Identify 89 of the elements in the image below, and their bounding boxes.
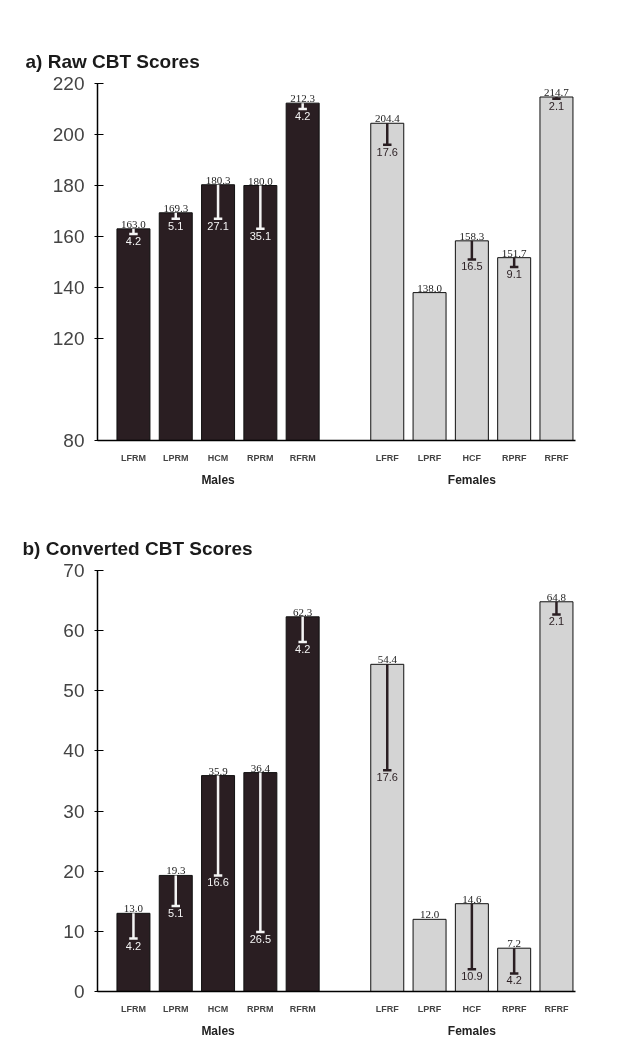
- x-tick-label: LPRM: [163, 452, 189, 463]
- y-tick-label: 10: [63, 920, 85, 942]
- x-tick-label: LPRF: [417, 452, 442, 463]
- x-tick-label: RPRM: [247, 452, 274, 463]
- x-tick-label: LPRF: [417, 1003, 442, 1014]
- bar: [539, 601, 574, 992]
- data-label: 54.4: [377, 653, 398, 666]
- y-tick-label: 220: [52, 73, 85, 94]
- y-tick-label: 60: [63, 620, 85, 642]
- text: Males: [201, 472, 236, 487]
- y-tick-label: 40: [63, 740, 85, 762]
- y-tick-label: 200: [52, 124, 85, 145]
- data-label: 163.0: [121, 217, 147, 230]
- data-label: 214.7: [544, 86, 570, 99]
- data-label: 180.3: [205, 173, 231, 186]
- data-label: 138.0: [417, 281, 443, 294]
- annotation: 16.5: [461, 260, 483, 273]
- data-label: 169.3: [163, 201, 189, 214]
- annotation: 26.5: [249, 932, 272, 945]
- annotation: 2.1: [548, 99, 565, 112]
- x-tick-label: HCF: [462, 452, 482, 463]
- x-tick-label: LPRM: [163, 1003, 189, 1014]
- x-tick-label: HCM: [207, 1003, 229, 1014]
- x-tick-label: HCM: [207, 452, 229, 463]
- bar: [370, 663, 405, 992]
- bar: [243, 772, 278, 992]
- bar: [116, 912, 151, 992]
- x-tick-label: RPRF: [501, 1003, 527, 1014]
- annotation: 5.1: [168, 219, 184, 232]
- data-label: 151.7: [501, 246, 528, 259]
- x-tick-label: LFRM: [120, 452, 146, 463]
- bar: [412, 918, 447, 992]
- x-tick-label: LFRM: [120, 1003, 146, 1014]
- y-tick-label: 80: [63, 430, 85, 451]
- annotation: 17.6: [376, 145, 398, 158]
- annotation: 5.1: [168, 907, 184, 920]
- data-label: 14.6: [462, 892, 482, 905]
- y-tick-label: 30: [63, 800, 85, 822]
- data-label: 7.2: [507, 937, 522, 950]
- annotation: 16.6: [207, 876, 229, 889]
- chart-title: a) Raw CBT Scores: [25, 50, 200, 72]
- x-tick-label: HCF: [462, 1003, 482, 1014]
- y-tick-label: 0: [73, 981, 85, 1002]
- bar: [285, 616, 320, 992]
- y-tick-label: 20: [63, 860, 85, 882]
- bar: [497, 947, 532, 992]
- annotation: 10.9: [461, 970, 483, 983]
- x-tick-label: RPRF: [501, 452, 527, 463]
- text: Females: [447, 1023, 497, 1038]
- data-label: 180.0: [247, 174, 274, 187]
- text: Males: [201, 1023, 236, 1038]
- annotation: 4.2: [125, 234, 142, 247]
- annotation: 4.2: [295, 643, 311, 656]
- data-label: 35.9: [208, 764, 229, 777]
- data-label: 36.4: [250, 761, 271, 774]
- y-tick-label: 180: [52, 175, 85, 196]
- y-tick-label: 50: [63, 680, 85, 702]
- bar: [158, 874, 193, 992]
- annotation: 4.2: [506, 974, 522, 987]
- annotation: 9.1: [506, 268, 522, 281]
- text: Females: [447, 472, 497, 487]
- data-label: 212.3: [290, 92, 316, 105]
- x-tick-label: RFRM: [289, 452, 316, 463]
- x-tick-label: RFRF: [544, 1003, 569, 1014]
- data-label: 19.3: [166, 864, 186, 877]
- x-tick-label: RFRM: [289, 1003, 316, 1014]
- annotation: 4.2: [125, 939, 142, 952]
- data-label: 12.0: [419, 908, 440, 921]
- bar: [201, 775, 236, 992]
- data-label: 158.3: [459, 229, 485, 242]
- annotation: 35.1: [249, 229, 272, 242]
- x-tick-label: RPRM: [247, 1003, 274, 1014]
- bar: [454, 903, 489, 992]
- y-tick-label: 120: [52, 328, 85, 349]
- y-tick-label: 70: [63, 560, 85, 581]
- x-tick-label: LFRF: [375, 452, 400, 463]
- annotation: 4.2: [295, 110, 311, 122]
- annotation: 17.6: [376, 771, 398, 784]
- x-tick-label: RFRF: [544, 452, 569, 463]
- annotation: 27.1: [207, 219, 229, 232]
- x-tick-label: LFRF: [375, 1003, 400, 1014]
- chart-title: b) Converted CBT Scores: [22, 537, 253, 559]
- data-label: 204.4: [374, 112, 401, 125]
- y-tick-label: 160: [52, 226, 85, 247]
- data-label: 64.8: [546, 590, 567, 603]
- data-label: 62.3: [293, 605, 313, 618]
- annotation: 2.1: [548, 615, 565, 628]
- data-label: 13.0: [123, 902, 144, 915]
- y-tick-label: 140: [52, 277, 85, 298]
